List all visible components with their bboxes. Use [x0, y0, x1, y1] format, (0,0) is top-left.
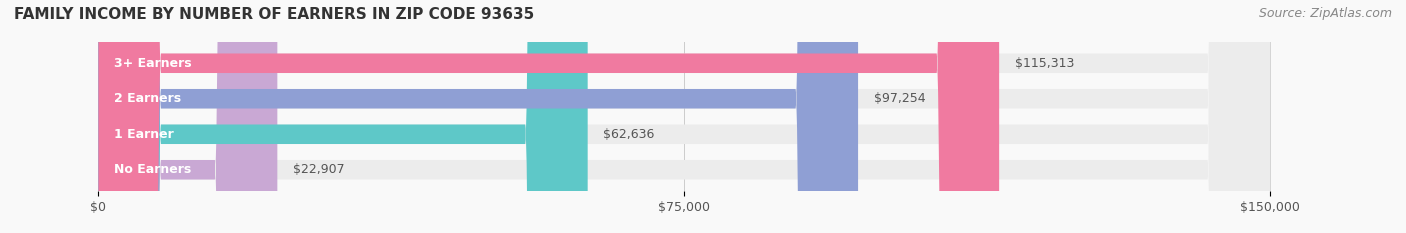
Text: 1 Earner: 1 Earner: [114, 128, 174, 141]
FancyBboxPatch shape: [98, 0, 277, 233]
FancyBboxPatch shape: [98, 0, 1270, 233]
Text: $22,907: $22,907: [292, 163, 344, 176]
FancyBboxPatch shape: [98, 0, 858, 233]
Text: $62,636: $62,636: [603, 128, 655, 141]
Text: 3+ Earners: 3+ Earners: [114, 57, 191, 70]
FancyBboxPatch shape: [98, 0, 588, 233]
Text: Source: ZipAtlas.com: Source: ZipAtlas.com: [1258, 7, 1392, 20]
Text: FAMILY INCOME BY NUMBER OF EARNERS IN ZIP CODE 93635: FAMILY INCOME BY NUMBER OF EARNERS IN ZI…: [14, 7, 534, 22]
FancyBboxPatch shape: [98, 0, 1270, 233]
FancyBboxPatch shape: [98, 0, 1000, 233]
Text: No Earners: No Earners: [114, 163, 191, 176]
FancyBboxPatch shape: [98, 0, 1270, 233]
FancyBboxPatch shape: [98, 0, 1270, 233]
Text: $115,313: $115,313: [1015, 57, 1074, 70]
Text: $97,254: $97,254: [873, 92, 925, 105]
Text: 2 Earners: 2 Earners: [114, 92, 181, 105]
